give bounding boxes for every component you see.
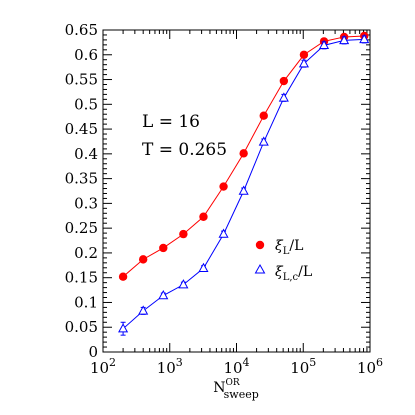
x-tick-label-exponent: 2: [109, 356, 116, 369]
x-tick-label-base: 10: [157, 359, 176, 377]
series-layer: [118, 31, 370, 336]
y-tick-label: 0.15: [65, 269, 98, 287]
y-tick-label: 0.05: [65, 318, 98, 336]
x-tick-label-base: 10: [357, 359, 376, 377]
x-axis-label-sub: sweep: [224, 388, 259, 401]
axes-layer: 0 0.05 0.1 0.15 0.2 0.25 0.3 0.35 0.4 0.45 0.5 0.55…: [65, 21, 383, 377]
x-tick-label-exponent: 4: [243, 356, 250, 369]
data-point: [218, 228, 229, 238]
series-line: [122, 38, 365, 330]
y-tick-label: 0.1: [74, 293, 98, 311]
data-point: [339, 34, 350, 45]
legend-marker-xi-lc: [254, 263, 266, 274]
legend: ξL/L ξL,c/L: [254, 238, 312, 283]
data-point: [159, 243, 168, 253]
data-point: [158, 289, 169, 300]
y-tick-label: 0.6: [74, 46, 98, 64]
x-tick-label: 102: [90, 356, 116, 377]
x-tick-label: 103: [157, 356, 183, 377]
x-tick-label-exponent: 6: [376, 356, 383, 369]
y-tick-label: 0.55: [65, 71, 98, 89]
legend-marker-xi-l: [255, 240, 265, 250]
data-point: [299, 50, 309, 59]
legend-label-xi-lc-sub: L,c: [283, 272, 299, 283]
data-point: [199, 212, 208, 221]
y-tick-label: 0.45: [65, 120, 98, 138]
data-point: [278, 92, 289, 102]
plot-frame: [102, 29, 371, 353]
data-point: [118, 323, 129, 333]
y-tick-label: 0.3: [74, 194, 98, 212]
data-point: [138, 255, 148, 264]
y-tick-label: 0.2: [74, 244, 98, 262]
data-point: [179, 229, 188, 239]
y-tick-label: 0.35: [65, 170, 98, 188]
y-tick-label: 0.4: [74, 145, 98, 163]
data-point: [279, 76, 289, 86]
legend-label-xi-lc-suffix: /L: [298, 264, 312, 280]
x-tick-label-base: 10: [90, 359, 109, 377]
data-point: [219, 182, 228, 191]
data-point: [238, 185, 249, 195]
x-tick-label: 104: [223, 356, 249, 377]
data-point: [258, 136, 269, 146]
y-tick-label: 0.65: [65, 21, 98, 39]
x-tick-label-exponent: 5: [309, 356, 316, 369]
data-point: [298, 58, 309, 68]
legend-label-xi-l: ξL/L: [275, 238, 303, 257]
legend-label-xi-l-suffix: /L: [289, 238, 303, 254]
data-point: [239, 149, 248, 158]
y-tick-label: 0.5: [74, 95, 98, 113]
x-axis-label-main: N: [213, 380, 225, 396]
data-point: [198, 262, 209, 272]
series-xi-lc: [118, 33, 370, 336]
data-point: [118, 272, 128, 281]
annotation-temperature: T = 0.265: [142, 140, 227, 160]
legend-label-xi-l-sub: L: [283, 246, 290, 257]
legend-label-xi-l-main: ξ: [275, 238, 284, 254]
x-tick-label-exponent: 3: [176, 356, 183, 369]
y-tick-label: 0.25: [65, 219, 98, 237]
x-tick-label-base: 10: [223, 359, 242, 377]
x-axis-label-sup: OR: [225, 378, 239, 388]
legend-label-xi-lc-main: ξ: [275, 264, 284, 280]
x-axis-label: NOR sweep: [213, 378, 259, 401]
x-tick-label: 106: [357, 356, 383, 377]
data-point: [318, 39, 330, 50]
data-point: [178, 279, 189, 289]
data-point: [359, 33, 370, 44]
x-tick-label: 105: [290, 356, 316, 377]
data-point: [138, 305, 149, 315]
annotation-size: L = 16: [142, 112, 200, 132]
data-point: [259, 111, 268, 120]
legend-label-xi-lc: ξL,c/L: [275, 264, 312, 283]
x-tick-label-base: 10: [290, 359, 309, 377]
y-tick-label: 0: [88, 343, 98, 361]
